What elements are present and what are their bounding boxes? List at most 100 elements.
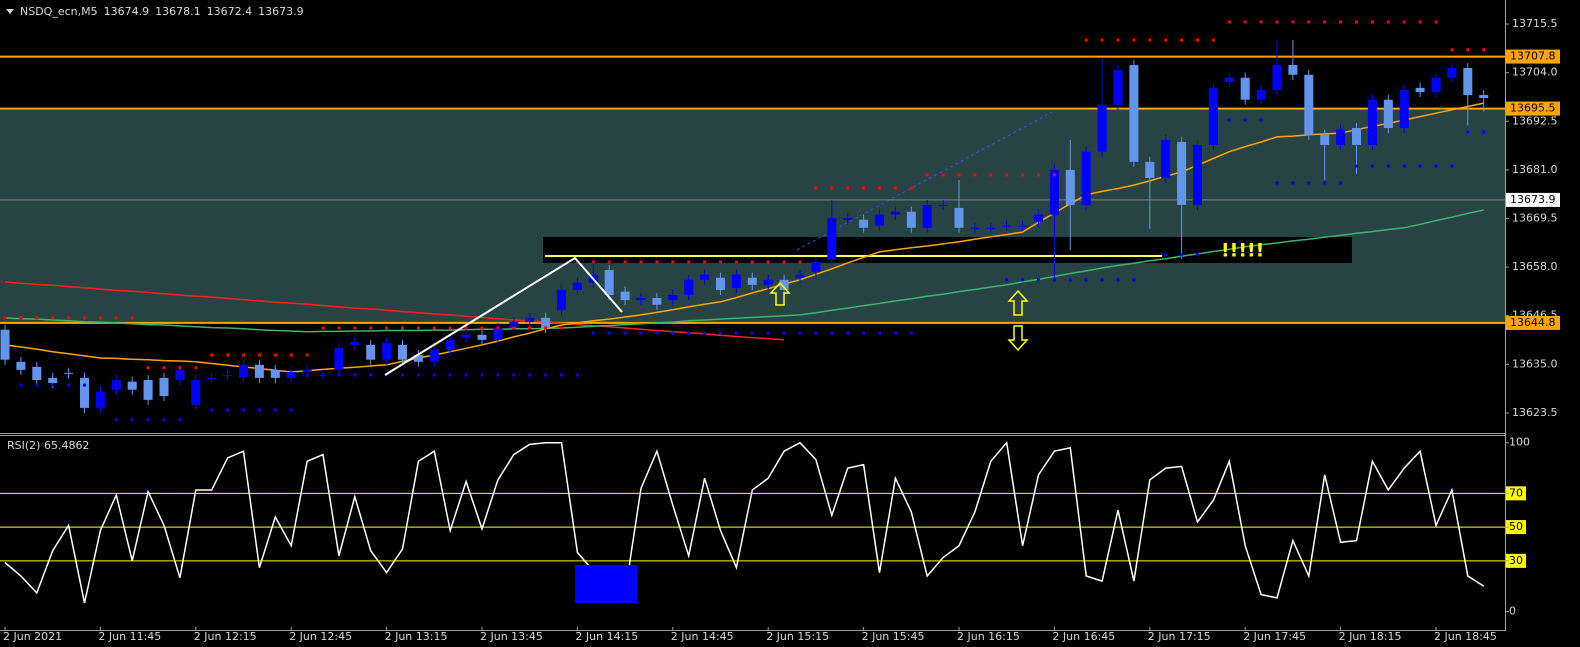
candle-body (1177, 141, 1187, 205)
sar-dot (464, 373, 468, 377)
y-tick-label: 13692.5 (1512, 114, 1558, 127)
candle-body (1161, 139, 1171, 178)
sar-dot (607, 260, 611, 264)
candle-body (207, 377, 217, 379)
candle-body (1002, 225, 1012, 227)
sar-dot (639, 260, 643, 264)
sar-dot (496, 373, 500, 377)
x-tick-label: 2 Jun 16:45 (1052, 630, 1115, 643)
sar-dot (35, 383, 39, 387)
sar-dot (83, 383, 86, 387)
sar-dot (1084, 278, 1088, 282)
candle-body (1018, 225, 1028, 227)
candle-body (541, 317, 551, 328)
sar-dot (687, 260, 691, 264)
candle-body (382, 342, 392, 360)
sar-dot (67, 383, 71, 387)
sar-dot (1450, 164, 1454, 168)
menu-triangle (6, 9, 14, 14)
candle-body (1065, 169, 1075, 205)
candle-body (1113, 70, 1123, 105)
sar-dot (1291, 20, 1295, 24)
sar-dot (703, 331, 707, 335)
candle-body (1081, 151, 1091, 205)
y-tick-label: 0 (1509, 604, 1516, 617)
sar-dot (1180, 38, 1184, 42)
annotation: !!!!! (1221, 240, 1264, 262)
sar-dot (1005, 173, 1009, 177)
sar-dot (242, 408, 245, 412)
candle-body (970, 227, 980, 229)
x-tick-label: 2 Jun 12:45 (289, 630, 352, 643)
sar-dot (1180, 253, 1184, 257)
candle-body (413, 355, 423, 362)
sar-dot (1355, 20, 1358, 24)
sar-dot (1116, 38, 1120, 42)
candle-body (16, 361, 26, 370)
candle-body (922, 204, 932, 228)
price-label-box (1506, 315, 1560, 330)
sar-dot (51, 316, 55, 320)
candle-body (954, 207, 964, 228)
sar-dot (862, 186, 866, 190)
sar-dot (893, 331, 897, 335)
candle-body (684, 279, 694, 296)
x-tick-label: 2 Jun 11:45 (98, 630, 161, 643)
x-tick-label: 2 Jun 17:45 (1243, 630, 1306, 643)
sar-dot (719, 331, 722, 335)
price-label-box (1506, 101, 1560, 116)
sar-dot (830, 186, 834, 190)
x-tick-label: 2 Jun 15:15 (766, 630, 829, 643)
sar-dot (1132, 38, 1136, 42)
sar-dot (623, 331, 627, 335)
header-text: 13672.4 (207, 5, 253, 18)
sar-dot (273, 353, 277, 357)
down-arrow (1007, 325, 1029, 352)
sar-dot (3, 316, 7, 320)
candle-body (1224, 77, 1234, 82)
sar-dot (1275, 20, 1279, 24)
candle-body (811, 262, 821, 272)
candle-body (572, 282, 582, 290)
candle-body (1304, 74, 1314, 135)
candle-body (270, 369, 280, 378)
sar-dot (814, 331, 818, 335)
candle-body (1399, 89, 1409, 129)
sar-dot (1482, 130, 1486, 134)
sar-dot (1084, 38, 1088, 42)
sar-dot (814, 186, 818, 190)
sar-dot (305, 373, 309, 377)
sar-dot (1323, 20, 1327, 24)
candle-body (652, 297, 662, 305)
sar-dot (957, 173, 961, 177)
candle-body (986, 227, 996, 229)
candle-body (334, 347, 344, 370)
sar-dot (1068, 278, 1072, 282)
sar-dot (369, 326, 373, 330)
candle-body (223, 374, 233, 376)
sar-dot (1355, 164, 1358, 168)
header-text: 13673.9 (258, 5, 304, 18)
x-tick-label: 2 Jun 16:15 (957, 630, 1020, 643)
candle-body (1479, 95, 1489, 99)
sar-dot (98, 316, 102, 320)
sar-dot (655, 331, 659, 335)
sar-dot (671, 260, 675, 264)
rsi-level-box (1506, 486, 1526, 501)
header: NSDQ_ecn,M5 13674.9 13678.1 13672.4 13673.9 (20, 5, 304, 18)
sar-dot (734, 260, 738, 264)
sar-dot (750, 260, 754, 264)
candle-body (429, 349, 439, 362)
sar-dot (432, 373, 436, 377)
sar-dot (353, 326, 357, 330)
candle-body (1463, 67, 1473, 96)
sar-dot (719, 260, 722, 264)
sar-dot (512, 326, 516, 330)
price-label: 13644.8 (1510, 316, 1556, 329)
sar-dot (448, 373, 452, 377)
up-arrow (1007, 289, 1029, 316)
sar-dot (226, 353, 230, 357)
sar-dot (273, 408, 277, 412)
sar-dot (687, 331, 691, 335)
sar-dot (798, 260, 802, 264)
